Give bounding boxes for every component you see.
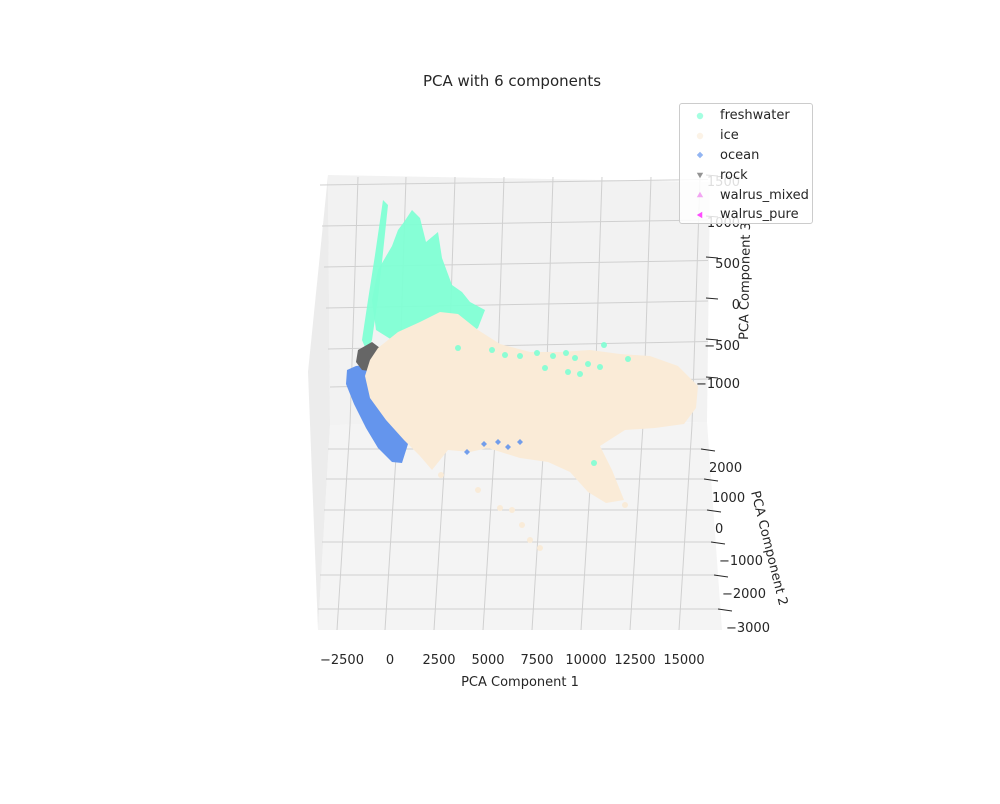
ice-point — [438, 472, 444, 478]
ocean-point — [517, 439, 523, 445]
data-points — [438, 342, 631, 551]
y-tick-mark — [713, 574, 729, 578]
freshwater-point — [625, 356, 631, 362]
legend-item-ocean: ocean — [680, 146, 812, 166]
ice-point — [497, 505, 503, 511]
freshwater-point — [577, 371, 583, 377]
y-tick-label: −2000 — [722, 587, 766, 602]
freshwater-point — [565, 369, 571, 375]
y-tick-mark — [710, 541, 726, 545]
ice-cloud — [365, 312, 698, 503]
y-tick-label: 2000 — [709, 461, 742, 476]
legend-label: rock — [720, 167, 748, 183]
x-gridline — [482, 424, 497, 631]
z-tick-label: −1000 — [696, 377, 740, 392]
ice-point — [519, 522, 525, 528]
z-tick-label: 500 — [715, 257, 740, 272]
freshwater-point — [502, 352, 508, 358]
z-axis-label: PCA Component 3 — [737, 222, 754, 340]
diamond-marker-icon — [680, 150, 720, 160]
y-tick-label: −1000 — [719, 554, 763, 569]
triangle_left-marker-icon — [680, 210, 720, 220]
circle-marker-icon — [680, 111, 720, 121]
x-marker-icon — [680, 131, 720, 141]
freshwater-point — [563, 350, 569, 356]
y-tick-mark — [703, 478, 719, 482]
freshwater-point — [572, 355, 578, 361]
ice-point — [475, 487, 481, 493]
legend-label: ocean — [720, 147, 760, 163]
legend-item-walrus_pure: walrus_pure — [680, 205, 812, 225]
ice-point — [537, 545, 543, 551]
left-pane — [308, 175, 330, 630]
z-tick-mark — [705, 297, 719, 300]
x-axis-label: PCA Component 1 — [461, 675, 579, 690]
ice-point — [622, 502, 628, 508]
freshwater-cloud-main — [372, 210, 485, 340]
z-tick-mark — [705, 376, 719, 379]
x-tick-label: 5000 — [471, 653, 504, 668]
freshwater-cloud — [362, 200, 388, 352]
x-tick-label: 7500 — [520, 653, 553, 668]
x-gridline — [629, 424, 644, 631]
freshwater-point — [601, 342, 607, 348]
x-tick-label: 15000 — [663, 653, 704, 668]
legend-label: walrus_mixed — [720, 187, 809, 203]
x-tick-label: 0 — [386, 653, 394, 668]
legend-item-freshwater: freshwater — [680, 106, 812, 126]
z-tick-label: 0 — [732, 298, 740, 313]
x-gridline — [336, 424, 351, 631]
freshwater-series — [455, 342, 631, 466]
freshwater-point — [585, 361, 591, 367]
z-gridline — [319, 179, 709, 186]
freshwater-point — [455, 345, 461, 351]
triangle_down-marker-icon — [680, 170, 720, 180]
z-tick-label: −500 — [704, 339, 740, 354]
freshwater-point — [534, 350, 540, 356]
freshwater-point — [591, 460, 597, 466]
y-tick-label: −3000 — [726, 621, 770, 636]
ice-point — [527, 537, 533, 543]
x-tick-label: 12500 — [614, 653, 655, 668]
freshwater-point — [542, 365, 548, 371]
ocean-series — [464, 439, 523, 455]
legend-label: freshwater — [720, 108, 790, 124]
chart-title: PCA with 6 components — [422, 72, 602, 90]
ocean-point — [495, 439, 501, 445]
legend-item-walrus_mixed: walrus_mixed — [680, 185, 812, 205]
legend-item-rock: rock — [680, 165, 812, 185]
x-tick-label: 10000 — [565, 653, 606, 668]
y-tick-mark — [717, 608, 733, 612]
z-gridline — [321, 219, 709, 227]
freshwater-point — [517, 353, 523, 359]
x-gridline — [433, 424, 448, 631]
freshwater-point — [550, 353, 556, 359]
ocean-point — [464, 449, 470, 455]
legend-label: walrus_pure — [720, 207, 799, 223]
ocean-point — [505, 444, 511, 450]
freshwater-point — [489, 347, 495, 353]
point-clouds — [346, 200, 698, 503]
freshwater-point — [597, 364, 603, 370]
ocean-point — [481, 441, 487, 447]
x-tick-label: −2500 — [320, 653, 364, 668]
ice-series — [438, 472, 628, 551]
triangle_up-marker-icon — [680, 190, 720, 200]
z-tick-mark — [705, 256, 719, 259]
y-tick-label: 1000 — [712, 491, 745, 506]
y-tick-mark — [706, 509, 722, 513]
z-tick-mark — [705, 338, 719, 341]
x-tick-label: 2500 — [422, 653, 455, 668]
y-tick-label: 0 — [715, 522, 723, 537]
ocean-cloud — [346, 365, 408, 463]
legend-item-ice: ice — [680, 126, 812, 146]
x-gridline — [678, 424, 693, 631]
y-tick-mark — [700, 448, 716, 452]
legend-label: ice — [720, 128, 739, 144]
ice-point — [509, 507, 515, 513]
